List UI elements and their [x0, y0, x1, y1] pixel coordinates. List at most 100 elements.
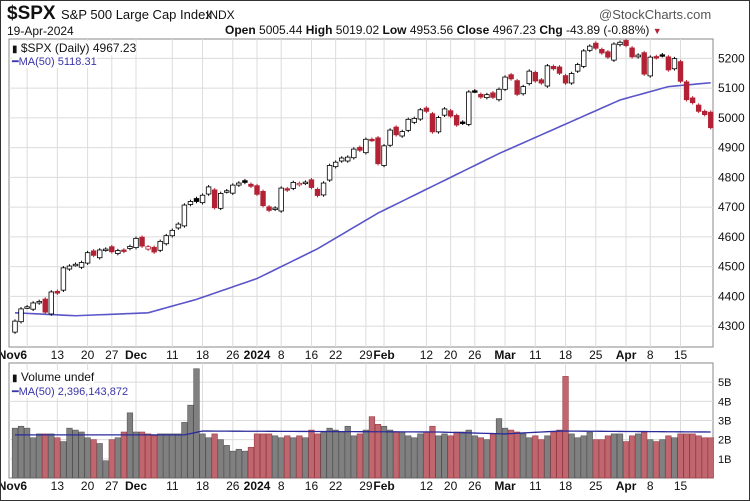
volume-bar [259, 433, 267, 479]
volume-bar [296, 435, 303, 479]
candle-body [532, 71, 538, 82]
candle-body [369, 138, 375, 142]
candle-body [345, 156, 351, 162]
candle-body [677, 61, 684, 82]
volume-bar [284, 435, 291, 479]
volume-bar [108, 439, 115, 479]
date-label: Nov6 [1, 479, 27, 493]
vol-ma-legend-text: MA(50) 2,396,143,872 [18, 386, 129, 398]
date-label: Mar [494, 479, 516, 493]
candle-body [587, 45, 593, 51]
volume-bar [42, 433, 49, 479]
volume-bar [223, 445, 230, 479]
candle-body [332, 161, 339, 168]
candle-body [689, 97, 696, 104]
date-label: Dec [125, 348, 147, 362]
candle-body [84, 252, 91, 264]
volume-bar [592, 439, 599, 479]
candle-body [127, 246, 133, 249]
candle-body [447, 110, 454, 117]
price-tick-label: 5200 [718, 51, 745, 65]
volume-legend-text: Volume undef [20, 370, 95, 384]
volume-bar [441, 433, 448, 479]
volume-bar [362, 429, 370, 479]
volume-tick-label: 5B [718, 377, 731, 389]
candle-body [508, 74, 514, 80]
candle-body [478, 93, 484, 98]
volume-bar [145, 433, 152, 479]
volume-bar [598, 439, 605, 479]
volume-tick-label: 2B [718, 435, 731, 447]
volume-bar [120, 431, 127, 479]
candle-body [284, 188, 290, 191]
volume-bar [17, 425, 25, 479]
date-label: 26 [468, 479, 482, 493]
volume-bar [671, 437, 678, 479]
volume-bar [707, 437, 714, 479]
volume-bar [695, 435, 702, 479]
chg-value: -43.89 (-0.88%) [566, 23, 650, 37]
date-label: 25 [589, 479, 603, 493]
candle-body [393, 126, 399, 136]
volume-bar [471, 435, 478, 479]
date-label: 16 [305, 479, 319, 493]
candle-body [453, 115, 460, 126]
volume-bar [683, 433, 690, 479]
candle-body [90, 250, 97, 256]
candle-body [230, 184, 236, 194]
date-label: 2024 [244, 348, 271, 362]
candle-body [581, 50, 587, 67]
candle-body [97, 249, 103, 259]
volume-bar [181, 422, 188, 479]
volume-bar [48, 433, 55, 479]
volume-bar [278, 437, 285, 479]
date: 19-Apr-2024 [7, 24, 74, 38]
candle-body [568, 73, 575, 84]
volume-bar [23, 427, 31, 479]
volume-bar [253, 433, 261, 479]
candle-body [72, 263, 79, 267]
date-label: 27 [105, 348, 119, 362]
candle-body [556, 66, 563, 74]
volume-bar [78, 431, 85, 479]
candle-body [357, 146, 363, 151]
candle-body [599, 49, 605, 54]
volume-bar [429, 425, 436, 479]
date-label: 16 [305, 348, 319, 362]
volume-bar [326, 427, 333, 479]
volume-bar [586, 431, 593, 479]
volume-bar [272, 435, 279, 479]
price-legend-text: $SPX (Daily) 4967.23 [20, 41, 137, 55]
date-label: 22 [329, 348, 343, 362]
candle-body [308, 179, 315, 188]
volume-bar [163, 433, 170, 479]
volume-bar [399, 431, 406, 479]
volume-bar [302, 437, 309, 479]
volume-bar [483, 439, 491, 479]
candle-body [24, 306, 30, 309]
volume-bar [356, 433, 363, 479]
date-label: 20 [81, 479, 95, 493]
volume-bar [102, 460, 109, 479]
candle-body [647, 56, 653, 77]
candle-body [248, 183, 254, 187]
brand-logo[interactable]: @StockCharts.com [599, 7, 712, 22]
volume-bar [30, 437, 37, 479]
candle-body [326, 165, 333, 181]
volume-bar [550, 431, 557, 479]
date-label: 20 [81, 348, 95, 362]
price-tick-label: 4800 [718, 170, 745, 184]
volume-bar [241, 450, 249, 479]
candle-body [48, 291, 54, 315]
vol-ma-legend: ━MA(50) 2,396,143,872 [12, 385, 129, 398]
volume-bar [199, 433, 206, 479]
volume-bar [659, 439, 666, 479]
candle-body [169, 229, 175, 237]
volume-bar [66, 427, 73, 479]
price-tick-label: 4900 [718, 141, 745, 155]
candle-body [103, 248, 109, 251]
volume-bar [114, 437, 121, 479]
date-label: Feb [373, 348, 394, 362]
volume-bar [520, 433, 527, 479]
date-label: 22 [329, 479, 343, 493]
